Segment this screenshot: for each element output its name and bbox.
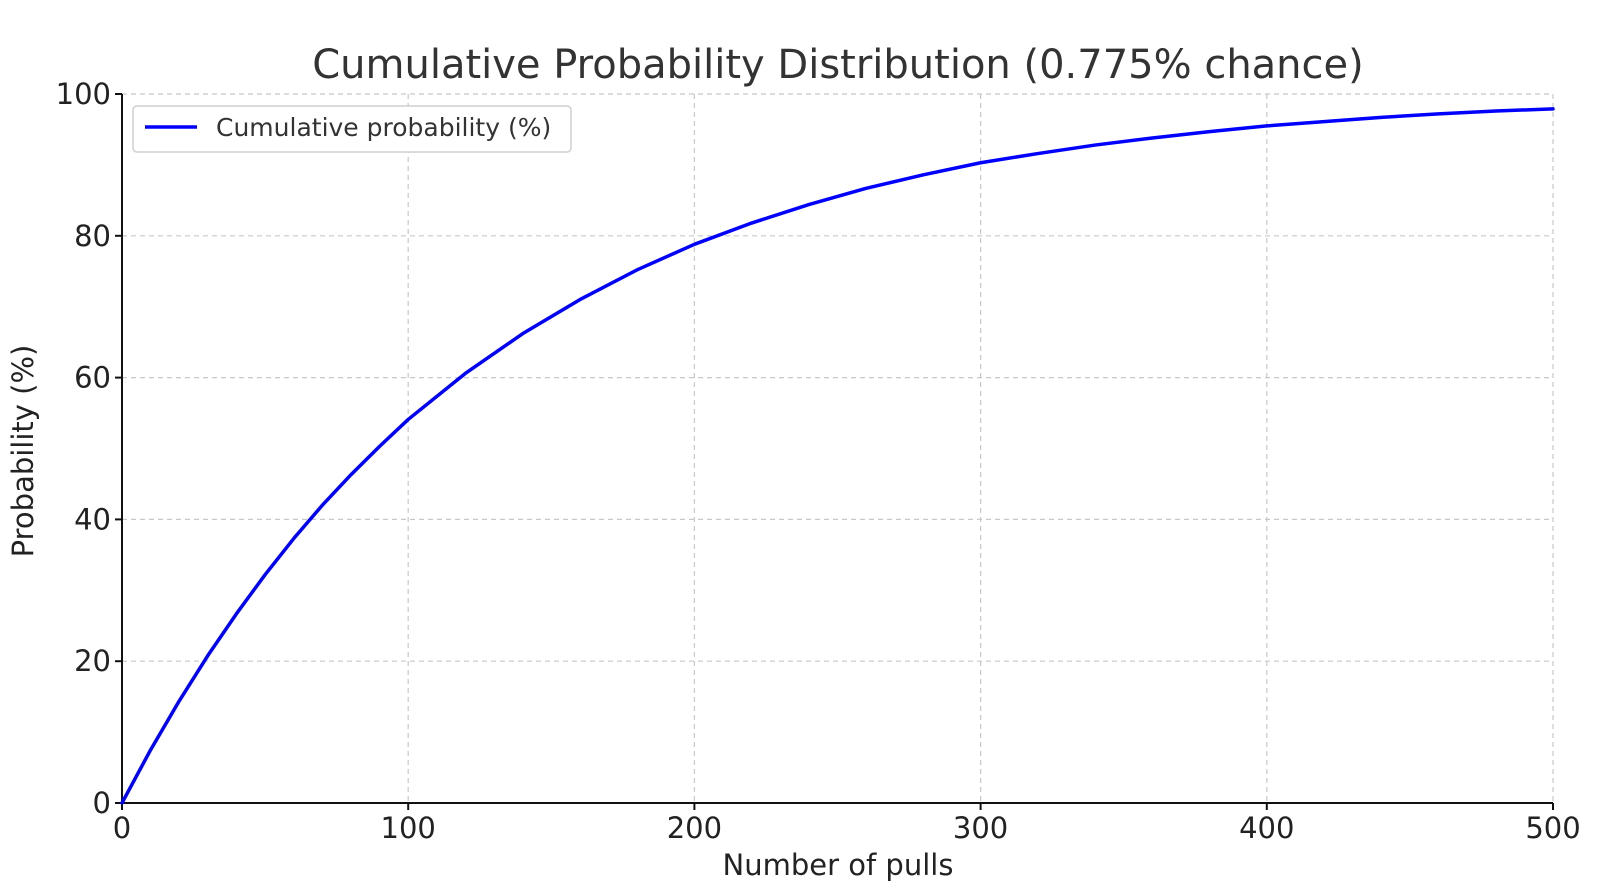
y-tick-label: 80 bbox=[74, 219, 111, 253]
y-tick-label: 40 bbox=[74, 502, 111, 536]
axes bbox=[121, 94, 1553, 804]
x-tick-label: 300 bbox=[953, 811, 1008, 845]
y-tick-label: 60 bbox=[74, 361, 111, 395]
x-tick-label: 500 bbox=[1525, 811, 1580, 845]
x-axis-label: Number of pulls bbox=[723, 848, 954, 882]
y-tick-label: 20 bbox=[74, 644, 111, 678]
y-axis-label: Probability (%) bbox=[6, 345, 40, 558]
series-layer bbox=[120, 107, 1555, 805]
chart-title: Cumulative Probability Distribution (0.7… bbox=[312, 42, 1364, 88]
grid bbox=[121, 93, 1554, 804]
x-tick-label: 200 bbox=[667, 811, 722, 845]
y-tick-label: 0 bbox=[93, 786, 111, 820]
x-tick-label: 400 bbox=[1239, 811, 1294, 845]
series-line-0 bbox=[120, 107, 1555, 805]
x-tick-label: 0 bbox=[113, 811, 131, 845]
ticks: 0 100 200 300 400 500 0 20 40 60 80 100 bbox=[56, 77, 1581, 845]
y-tick-label: 100 bbox=[56, 77, 111, 111]
x-tick-label: 100 bbox=[381, 811, 436, 845]
legend: Cumulative probability (%) bbox=[132, 105, 572, 153]
legend-box bbox=[132, 105, 572, 153]
legend-label: Cumulative probability (%) bbox=[216, 113, 551, 142]
